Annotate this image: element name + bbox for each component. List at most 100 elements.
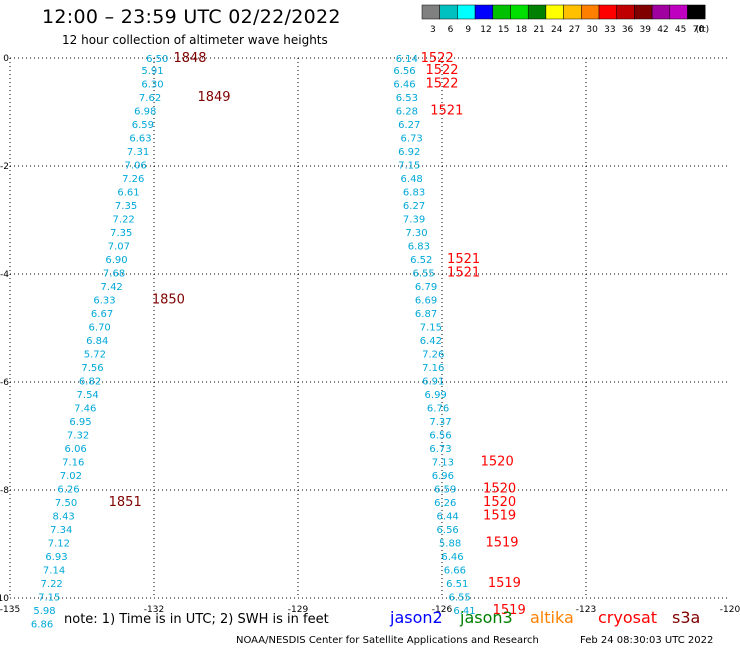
y-tick-label: -6 (0, 378, 9, 388)
wave-height-label: 6.26 (434, 498, 456, 509)
scale-tick-label: 3 (430, 25, 436, 35)
wave-height-label: 7.50 (55, 498, 77, 509)
wave-height-label: 6.56 (393, 66, 415, 77)
wave-height-label: 6.96 (432, 471, 454, 482)
scale-tick-label: 36 (622, 25, 634, 35)
wave-height-label: 7.02 (60, 471, 82, 482)
pass-time-label: 1519 (493, 603, 526, 618)
scale-tick-label: 70 (693, 25, 705, 35)
pass-time-label: 1850 (152, 292, 185, 307)
y-tick-label: -10 (0, 594, 9, 604)
wave-height-label: 7.12 (48, 538, 70, 549)
wave-height-label: 6.56 (429, 430, 451, 441)
wave-height-label: 6.83 (408, 241, 430, 252)
scale-tick-label: 45 (675, 25, 686, 35)
pass-time-label: 1519 (488, 576, 521, 591)
pass-time-label: 1520 (483, 495, 516, 510)
wave-height-label: 5.91 (141, 66, 163, 77)
wave-height-label: 6.83 (403, 187, 425, 198)
wave-height-label: 7.13 (432, 457, 454, 468)
pass-time-label: 1519 (485, 535, 518, 550)
wave-height-label: 6.33 (93, 295, 115, 306)
scale-tick-label: 42 (657, 25, 668, 35)
y-tick-label: -4 (0, 270, 9, 280)
wave-height-label: 7.46 (74, 403, 96, 414)
scale-tick-label: 15 (498, 25, 509, 35)
y-tick-label: -8 (0, 486, 9, 496)
wave-height-label: 7.15 (38, 592, 60, 603)
wave-height-label: 7.31 (127, 147, 149, 158)
chart-subtitle: 12 hour collection of altimeter wave hei… (62, 33, 328, 47)
legend-cryosat: cryosat (598, 608, 658, 627)
pass-time-label: 1522 (421, 51, 454, 66)
wave-height-label: 6.86 (31, 619, 53, 630)
wave-height-label: 6.14 (396, 54, 418, 65)
wave-height-label: 7.32 (67, 430, 89, 441)
scale-tick-label: 24 (551, 25, 563, 35)
legend-jason2: jason2 (390, 608, 443, 627)
generated-timestamp: Feb 24 08:30:03 UTC 2022 (580, 635, 714, 646)
pass-time-label: 1521 (430, 103, 463, 118)
credit-line: NOAA/NESDIS Center for Satellite Applica… (236, 635, 539, 646)
wave-height-label: 6.70 (89, 322, 111, 333)
wave-height-label: 7.35 (115, 201, 137, 212)
wave-height-color-scale: 3 6 9 12 15 18 21 24 27 30 33 36 39 42 45 70(ft) (421, 4, 709, 35)
wave-height-label: 7.42 (101, 282, 123, 293)
legend-jason3: jason3 (460, 608, 513, 627)
wave-height-label: 6.79 (415, 282, 437, 293)
wave-height-label: 7.07 (108, 241, 130, 252)
pass-time-label: 1519 (483, 508, 516, 523)
wave-height-label: 6.66 (444, 565, 466, 576)
x-tick-label: -123 (576, 605, 596, 615)
wave-height-label: 6.59 (434, 484, 456, 495)
wave-height-label: 6.48 (401, 174, 423, 185)
wave-height-label: 7.35 (110, 228, 132, 239)
wave-height-label: 5.98 (33, 606, 55, 617)
wave-height-label: 6.91 (422, 376, 444, 387)
wave-height-label: 7.62 (139, 93, 161, 104)
wave-height-label: 6.90 (105, 255, 127, 266)
wave-height-label: 6.93 (45, 552, 67, 563)
wave-height-label: 7.16 (422, 363, 444, 374)
wave-height-label: 6.46 (441, 552, 463, 563)
wave-height-label: 7.26 (122, 174, 144, 185)
wave-height-label: 7.54 (77, 390, 99, 401)
wave-height-label: 6.56 (437, 525, 459, 536)
wave-height-label: 6.27 (403, 201, 425, 212)
scale-tick-label: 9 (465, 25, 471, 35)
scale-tick-label: 12 (480, 25, 491, 35)
wave-height-label: 7.14 (43, 565, 65, 576)
wave-height-label: 5.88 (439, 538, 461, 549)
wave-height-label: 6.28 (396, 106, 418, 117)
wave-height-label: 6.53 (396, 93, 418, 104)
scale-tick-label: 30 (586, 25, 598, 35)
wave-height-label: 6.44 (437, 511, 459, 522)
x-tick-label: -132 (144, 605, 164, 615)
wave-height-label: 7.16 (62, 457, 84, 468)
wave-height-label: 7.56 (81, 363, 103, 374)
chart-title: 12:00 – 23:59 UTC 02/22/2022 (42, 6, 341, 28)
wave-height-label: 6.30 (141, 79, 163, 90)
wave-height-label: 6.73 (429, 444, 451, 455)
wave-height-label: 6.76 (427, 403, 449, 414)
wave-height-label: 6.27 (398, 120, 420, 131)
pass-time-label: 1522 (425, 63, 458, 78)
wave-height-label: 6.95 (69, 417, 91, 428)
wave-height-label: 6.87 (415, 309, 437, 320)
y-tick-label: -2 (0, 162, 9, 172)
x-tick-label: -126 (432, 605, 453, 615)
wave-height-label: 6.63 (129, 133, 151, 144)
wave-height-label: 6.55 (449, 592, 471, 603)
wave-height-label: 6.26 (57, 484, 79, 495)
wave-height-label: 6.42 (420, 336, 442, 347)
y-tick-label: 0 (3, 54, 9, 64)
wave-height-label: 6.61 (117, 187, 139, 198)
pass-time-label: 1520 (481, 454, 514, 469)
x-tick-label: -120 (720, 605, 740, 615)
wave-height-label: 7.39 (403, 214, 425, 225)
wave-height-label: 7.68 (103, 268, 125, 279)
wave-height-label: 5.72 (84, 349, 106, 360)
wave-height-label: 7.37 (429, 417, 451, 428)
